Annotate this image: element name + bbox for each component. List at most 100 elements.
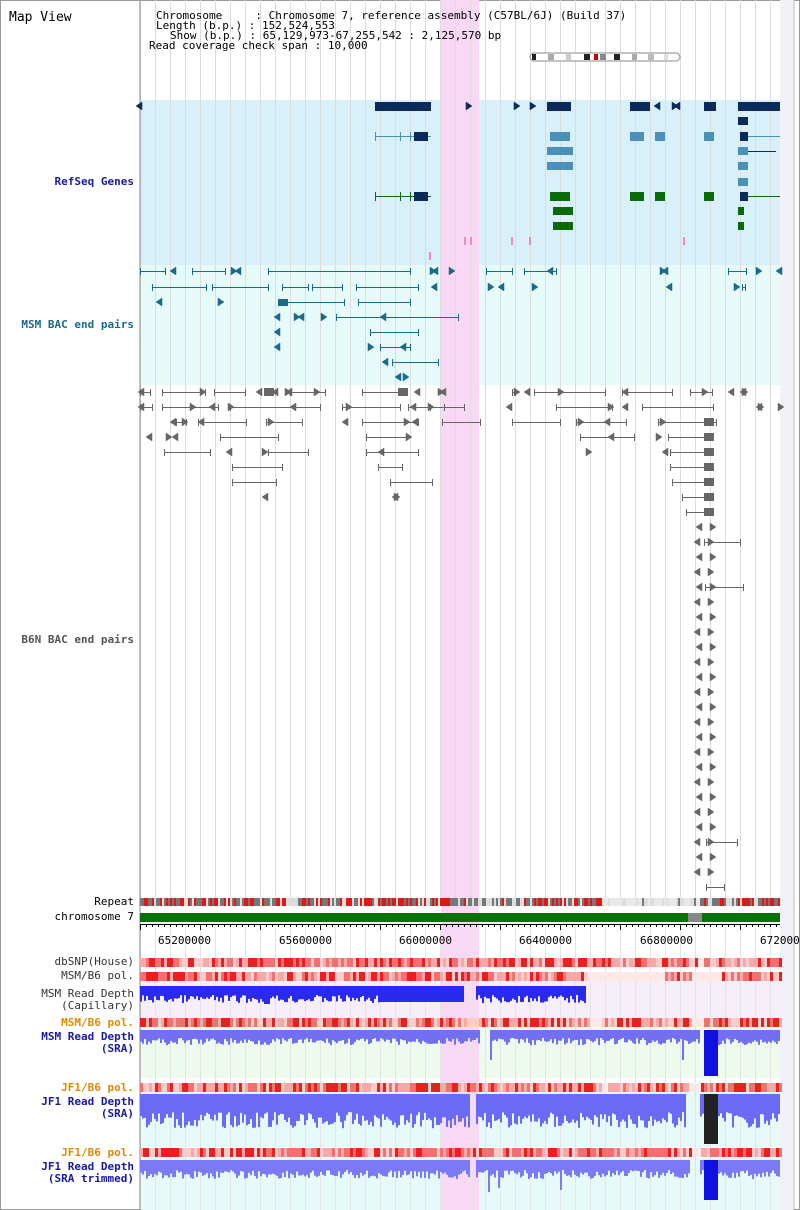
- depth-bar: [346, 986, 348, 996]
- depth-bar: [700, 1094, 702, 1117]
- depth-bar: [330, 986, 332, 1002]
- heat-cell: [596, 1018, 599, 1027]
- depth-bar: [390, 1094, 392, 1121]
- depth-bar: [470, 1030, 472, 1042]
- heat-cell: [491, 1083, 494, 1092]
- heat-cell: [452, 972, 455, 981]
- heat-cell: [581, 1148, 584, 1157]
- depth-bar: [430, 1160, 432, 1174]
- depth-bar: [504, 1094, 506, 1115]
- depth-bar: [718, 1030, 720, 1046]
- repeat-segment: [416, 898, 418, 906]
- heat-cell: [623, 1148, 626, 1157]
- heat-cell: [458, 1018, 461, 1027]
- heat-cell: [338, 1083, 341, 1092]
- strand-arrow-icon: [693, 537, 701, 547]
- track-label-b6n-bac[interactable]: B6N BAC end pairs: [21, 633, 134, 646]
- depth-bar: [372, 1160, 374, 1176]
- chromosome-gap: [688, 913, 702, 922]
- strand-arrow-icon: [381, 357, 389, 367]
- heat-cell: [146, 1018, 149, 1027]
- strand-arrow-icon: [320, 312, 328, 322]
- strand-arrow-icon: [707, 567, 715, 577]
- repeat-segment: [324, 898, 326, 906]
- depth-bar: [244, 1160, 246, 1179]
- depth-bar: [776, 1094, 778, 1122]
- heat-cell: [350, 1148, 353, 1157]
- depth-bar: [240, 1094, 242, 1113]
- heat-cell: [260, 1018, 263, 1027]
- heat-cell: [764, 1018, 767, 1027]
- heat-cell: [614, 1083, 617, 1092]
- heat-cell: [233, 958, 236, 967]
- depth-bar: [366, 1160, 368, 1171]
- depth-bar: [670, 1160, 672, 1175]
- heat-cell: [722, 1148, 725, 1157]
- heat-cell: [338, 972, 341, 981]
- heat-cell: [347, 972, 350, 981]
- heat-cell: [530, 1083, 533, 1092]
- depth-bar: [382, 1030, 384, 1040]
- heat-cell: [701, 1148, 704, 1157]
- heat-cell: [551, 958, 554, 967]
- depth-bar: [146, 1160, 148, 1179]
- right-gutter: [780, 0, 794, 1210]
- heat-cell: [755, 972, 758, 981]
- heat-cell: [263, 1148, 266, 1157]
- strand-arrow-icon: [413, 387, 421, 397]
- heat-cell: [626, 1083, 629, 1092]
- heat-cell: [608, 958, 611, 967]
- heat-cell: [536, 1148, 539, 1157]
- depth-bar: [380, 986, 382, 1002]
- depth-bar: [356, 1160, 358, 1175]
- repeat-segment: [300, 898, 302, 906]
- heat-cell: [464, 1148, 467, 1157]
- heat-cell: [515, 972, 518, 981]
- heat-cell: [206, 1148, 209, 1157]
- repeat-segment: [744, 898, 746, 906]
- repeat-segment: [746, 898, 748, 906]
- depth-bar: [762, 1094, 764, 1115]
- heat-cell: [386, 1083, 389, 1092]
- heat-cell: [530, 1148, 533, 1157]
- repeat-segment: [456, 898, 458, 906]
- depth-bar: [650, 1094, 652, 1117]
- depth-bar: [244, 986, 246, 996]
- depth-bar: [288, 1160, 290, 1179]
- heat-cell: [614, 972, 617, 981]
- heat-cell: [257, 1018, 260, 1027]
- depth-bar: [154, 1030, 156, 1041]
- heat-cell: [161, 972, 164, 981]
- depth-bar: [142, 986, 144, 996]
- heat-cell: [311, 958, 314, 967]
- track-label-refseq[interactable]: RefSeq Genes: [54, 175, 134, 188]
- repeat-segment: [442, 898, 444, 906]
- depth-bar: [584, 1030, 586, 1045]
- track-label-msm-bac[interactable]: MSM BAC end pairs: [21, 318, 134, 331]
- depth-bar: [580, 986, 582, 1001]
- depth-bar: [214, 986, 216, 1001]
- repeat-segment: [662, 898, 664, 906]
- repeat-segment: [198, 898, 200, 906]
- heat-cell: [509, 1018, 512, 1027]
- heat-cell: [359, 958, 362, 967]
- heat-cell: [548, 1083, 551, 1092]
- heat-cell: [470, 1018, 473, 1027]
- depth-bar: [376, 1030, 378, 1042]
- depth-bar: [332, 986, 334, 997]
- repeat-segment: [168, 898, 170, 906]
- heat-cell: [317, 1018, 320, 1027]
- repeat-segment: [208, 898, 210, 906]
- strand-arrow-icon: [607, 432, 615, 442]
- heat-cell: [704, 1018, 707, 1027]
- heat-cell: [674, 1083, 677, 1092]
- depth-bar: [370, 1094, 372, 1122]
- heat-cell: [455, 1148, 458, 1157]
- track-label-jf1-pol2: JF1/B6 pol.: [61, 1146, 134, 1159]
- depth-bar: [178, 1094, 180, 1126]
- depth-bar: [524, 1030, 526, 1043]
- depth-bar: [218, 986, 220, 1002]
- heat-cell: [764, 1148, 767, 1157]
- dbsnp-strip: [140, 958, 782, 967]
